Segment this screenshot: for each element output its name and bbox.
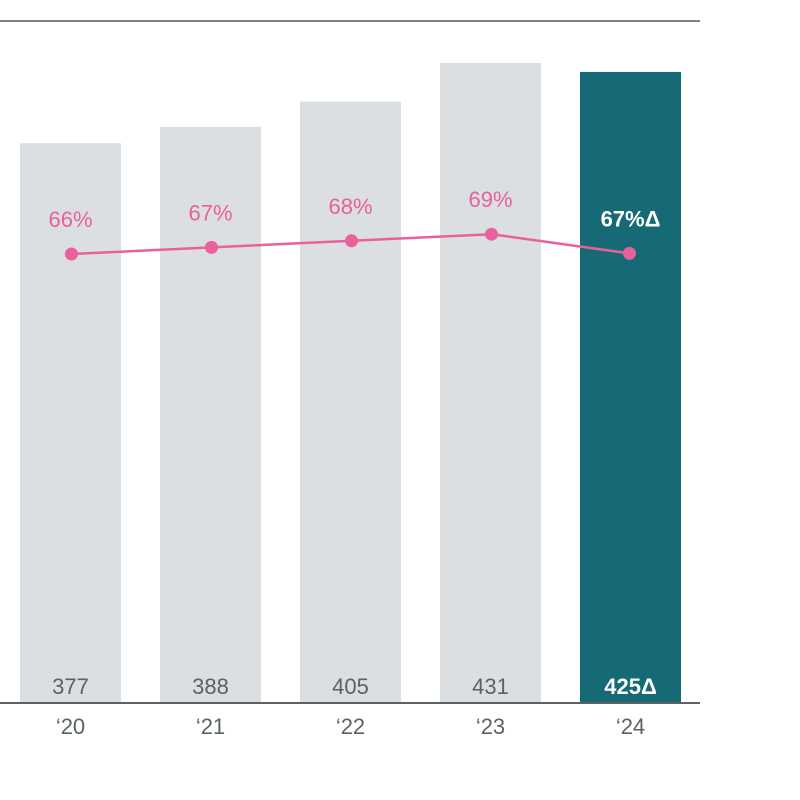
bar-label-4: 425Δ bbox=[604, 674, 657, 699]
x-tick-4: ‘24 bbox=[616, 714, 645, 739]
bar-1 bbox=[160, 126, 261, 703]
share-label-3: 69% bbox=[468, 187, 512, 212]
bar-2 bbox=[300, 101, 401, 704]
share-points bbox=[65, 227, 636, 261]
share-point-3 bbox=[485, 227, 498, 241]
bar-label-1: 388 bbox=[192, 674, 229, 699]
x-tick-3: ‘23 bbox=[476, 714, 505, 739]
share-point-4 bbox=[623, 246, 636, 260]
bar-0 bbox=[20, 143, 121, 704]
share-label-1: 67% bbox=[188, 200, 232, 225]
bar-label-2: 405 bbox=[332, 674, 369, 699]
share-label-4: 67%Δ bbox=[601, 206, 661, 231]
share-point-0 bbox=[65, 247, 78, 261]
share-label-0: 66% bbox=[48, 207, 92, 232]
share-point-2 bbox=[345, 234, 358, 248]
x-tick-1: ‘21 bbox=[196, 714, 225, 739]
share-label-2: 68% bbox=[328, 194, 372, 219]
x-tick-2: ‘22 bbox=[336, 714, 365, 739]
share-point-1 bbox=[205, 240, 218, 254]
x-tick-0: ‘20 bbox=[56, 714, 85, 739]
bars bbox=[20, 63, 681, 704]
bar-label-3: 431 bbox=[472, 674, 509, 699]
x-tick-labels: ‘20 ‘21 ‘22 ‘23 ‘24 bbox=[56, 714, 645, 739]
bar-3 bbox=[440, 63, 541, 703]
share-value-labels: 66% 67% 68% 69% 67%Δ bbox=[48, 187, 660, 232]
bar-value-labels: 377 388 405 431 425Δ bbox=[52, 674, 657, 699]
bar-label-0: 377 bbox=[52, 674, 89, 699]
bar-4 bbox=[580, 71, 681, 704]
